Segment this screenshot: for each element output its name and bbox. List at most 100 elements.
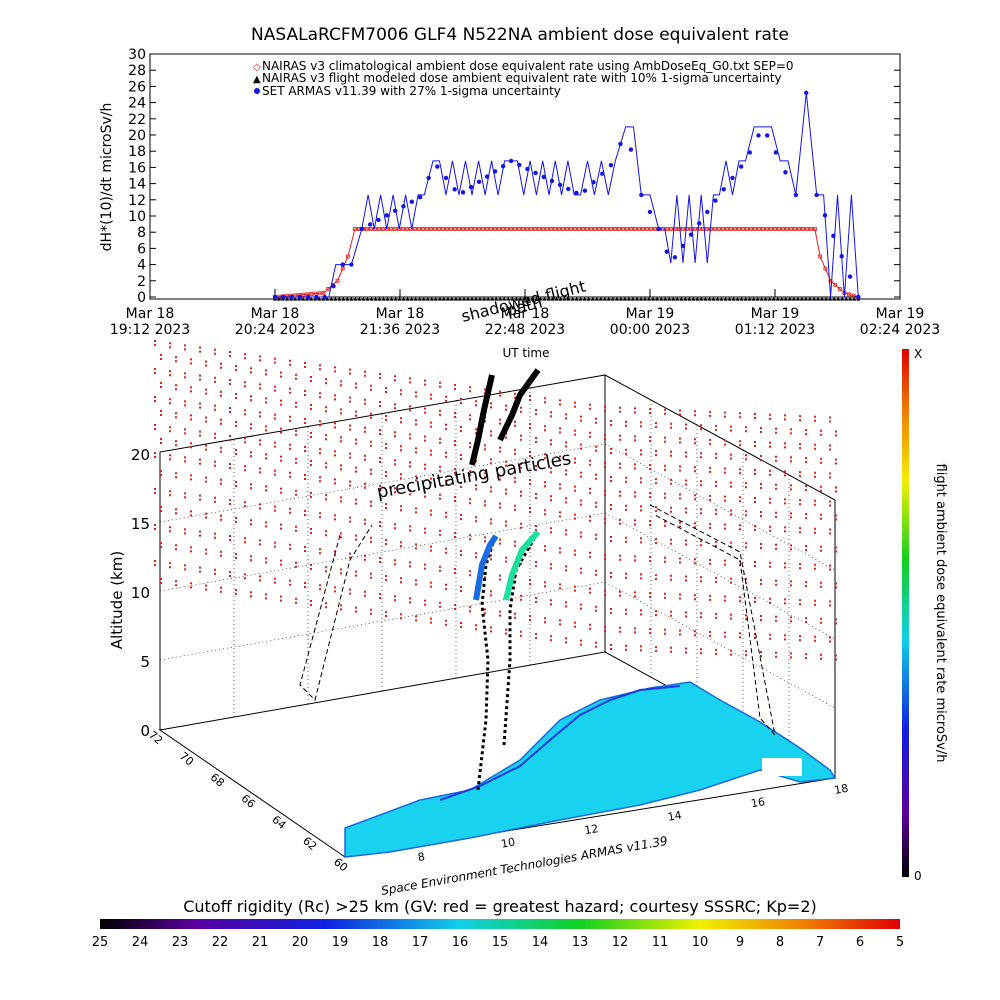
series-point-nairas: [448, 227, 453, 231]
series-point-nairas: [801, 227, 805, 231]
series-point-flight: ▲: [772, 296, 776, 302]
series-point-armas: [443, 175, 449, 181]
legend-marker-nairas-flight: ▲: [253, 74, 261, 85]
series-point-flight: ▲: [579, 296, 583, 302]
z-tick-label: 20: [131, 446, 150, 464]
series-point-armas: [367, 222, 373, 227]
series-point-flight: ▲: [651, 296, 655, 302]
series-point-nairas: [416, 227, 421, 231]
series-point-flight: ▲: [277, 296, 281, 302]
series-point-armas: [647, 209, 653, 215]
series-point-flight: ▲: [587, 296, 591, 302]
series-point-flight: ▲: [341, 296, 345, 302]
series-point-nairas: [424, 227, 429, 231]
series-point-nairas: [653, 227, 657, 231]
series-point-flight: ▲: [414, 296, 418, 302]
series-point-armas: [591, 179, 596, 185]
series-point-flight: ▲: [788, 296, 792, 302]
series-point-nairas: [500, 227, 505, 231]
dose-colorbar-label: flight ambient dose equivalent rate micr…: [933, 464, 948, 763]
series-point-nairas: [823, 266, 828, 271]
series-point-nairas: [773, 227, 777, 231]
series-point-flight: ▲: [551, 296, 555, 302]
coastline: [439, 685, 681, 801]
series-point-nairas: [685, 227, 689, 231]
series-point-flight: ▲: [611, 296, 615, 302]
series-point-flight: ▲: [728, 296, 732, 302]
series-point-flight: ▲: [317, 296, 321, 302]
series-point-nairas: [805, 227, 809, 231]
series-point-armas: [322, 294, 327, 300]
series-point-flight: ▲: [820, 296, 824, 302]
series-point-nairas: [524, 227, 529, 231]
series-point-nairas: [452, 227, 457, 231]
series-point-armas: [600, 171, 605, 176]
series-point-flight: ▲: [760, 296, 764, 302]
series-point-flight: ▲: [494, 296, 498, 302]
series-point-flight: ▲: [667, 296, 671, 302]
series-point-flight: ▲: [329, 296, 333, 302]
series-point-flight: ▲: [840, 296, 844, 302]
rigidity-tick-label: 7: [816, 935, 824, 950]
series-point-nairas: [346, 254, 350, 259]
series-point-flight: ▲: [768, 296, 772, 302]
series-point-flight: ▲: [382, 296, 386, 302]
y-tick-label: 24: [128, 96, 146, 112]
rigidity-tick-label: 5: [896, 935, 904, 950]
series-point-nairas: [592, 227, 597, 231]
series-point-armas: [618, 141, 623, 147]
y-tick-label: 26: [128, 79, 146, 95]
series-point-armas: [756, 133, 761, 138]
back-wall: [159, 374, 606, 730]
armas-track-left: [473, 534, 499, 601]
series-point-flight: ▲: [506, 296, 510, 302]
wall-grid: [159, 387, 836, 752]
series-point-nairas: [484, 227, 489, 231]
series-point-flight: ▲: [595, 296, 599, 302]
series-point-nairas: [621, 227, 625, 231]
series-point-nairas: [436, 227, 441, 231]
series-point-flight: ▲: [309, 296, 313, 302]
rigidity-tick-label: 14: [532, 935, 549, 950]
map-gap: [762, 758, 802, 776]
series-point-armas: [831, 233, 836, 238]
series-point-flight: ▲: [687, 296, 691, 302]
x-tick-date: Mar 18: [376, 306, 425, 322]
series-point-nairas: [301, 292, 306, 297]
series-point-flight: ▲: [764, 296, 768, 302]
series-point-flight: ▲: [623, 296, 627, 302]
rigidity-tick-label: 9: [736, 935, 744, 950]
series-point-armas: [672, 255, 678, 260]
rigidity-tick-label: 25: [92, 935, 109, 950]
series-point-nairas: [464, 227, 469, 231]
series-point-nairas: [420, 227, 425, 231]
z-ticks: 0 5 10 15 20: [131, 446, 150, 740]
series-point-nairas: [721, 227, 725, 231]
series-point-flight: ▲: [683, 296, 687, 302]
series-point-flight: ▲: [333, 296, 337, 302]
series-point-flight: ▲: [466, 296, 470, 302]
series-point-armas: [608, 162, 614, 168]
series-point-nairas: [392, 227, 397, 231]
series-point-nairas: [608, 227, 613, 231]
x-tick-date: Mar 18: [501, 306, 550, 322]
series-point-armas: [401, 204, 406, 209]
series-point-armas: [492, 169, 498, 174]
series-point-armas: [297, 294, 303, 300]
series-point-nairas: [837, 286, 842, 291]
z-tick-label: 0: [140, 722, 150, 740]
series-point-flight: ▲: [522, 296, 526, 302]
y-tick-label: 20: [128, 128, 146, 144]
series-point-nairas: [604, 227, 609, 231]
series-point-flight: ▲: [478, 296, 482, 302]
series-point-flight: ▲: [543, 296, 547, 302]
rigidity-tick-label: 20: [292, 935, 309, 950]
series-point-nairas: [633, 227, 637, 231]
series-point-flight: ▲: [776, 296, 780, 302]
series-point-armas: [508, 158, 514, 164]
series-point-flight: ▲: [619, 296, 623, 302]
series-point-flight: ▲: [547, 296, 551, 302]
y-tick-label: 30: [128, 47, 146, 63]
series-point-flight: ▲: [804, 296, 808, 302]
series-point-flight: ▲: [703, 296, 707, 302]
